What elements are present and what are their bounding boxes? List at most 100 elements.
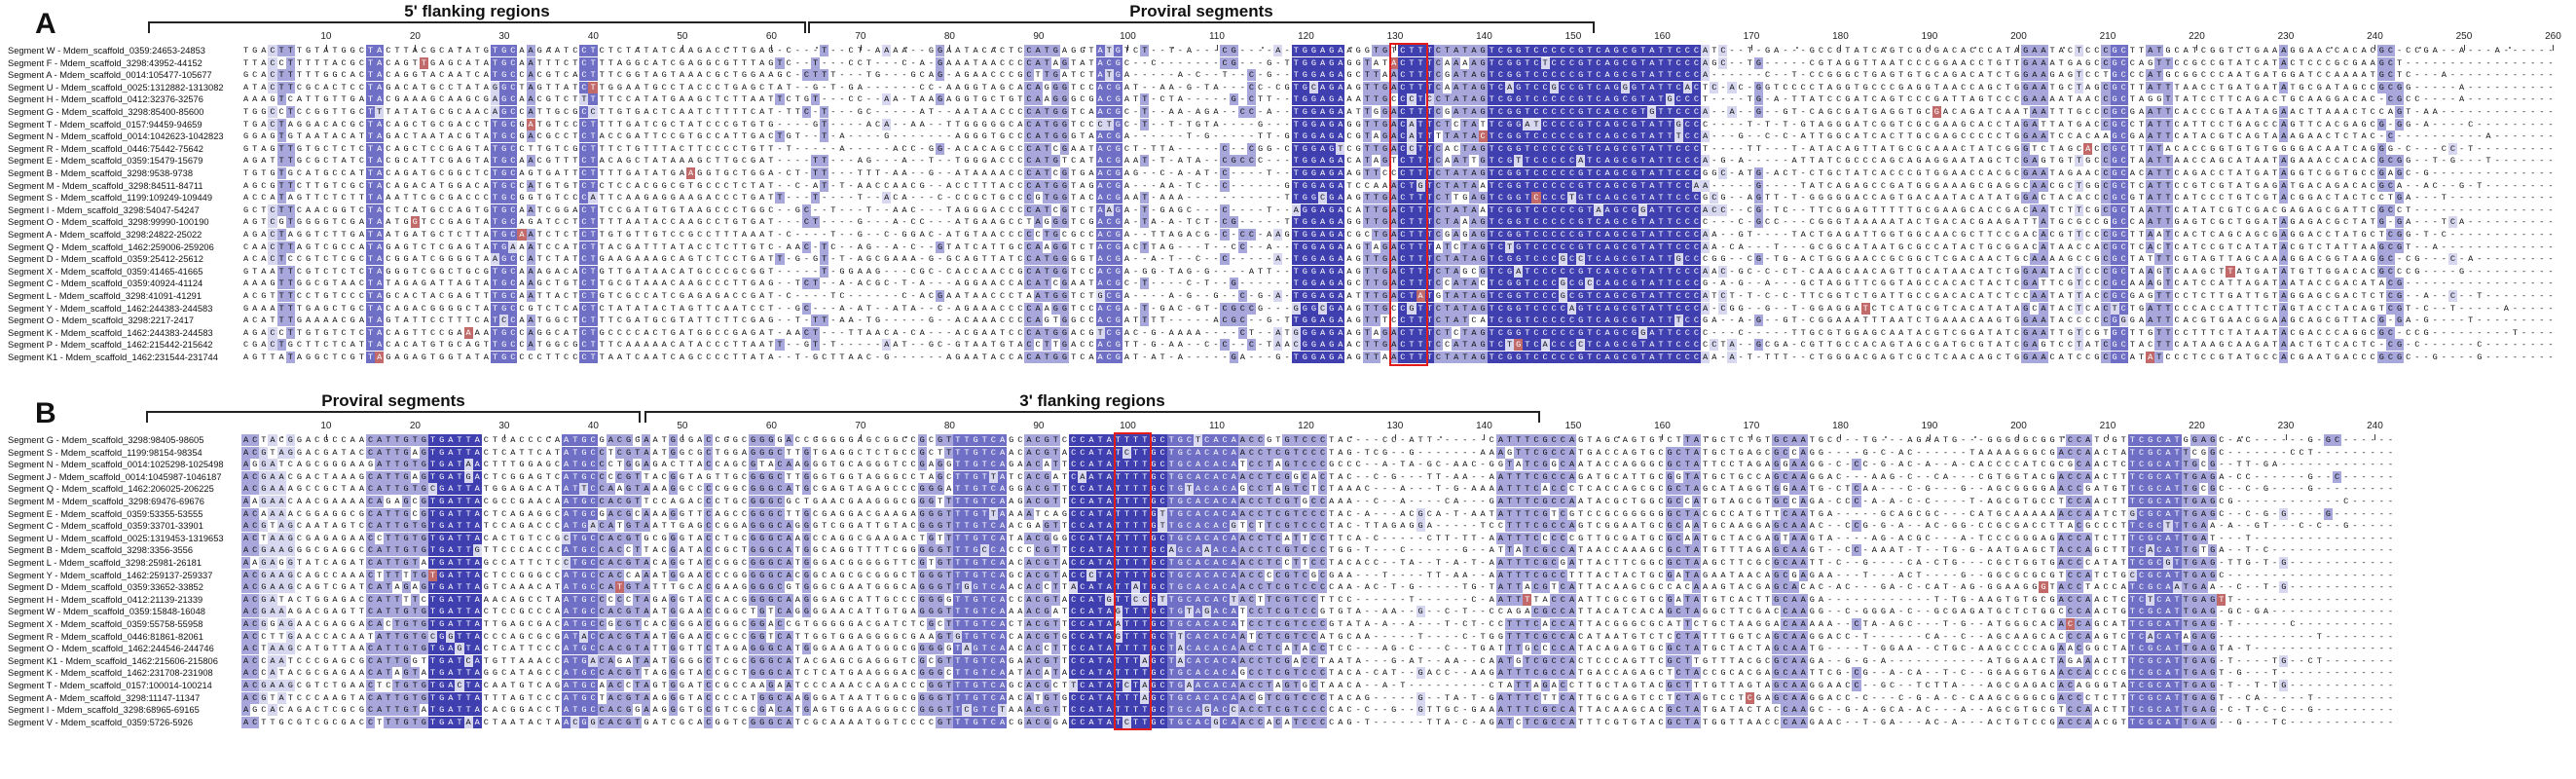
ruler-tick-label: 140 bbox=[1476, 421, 1492, 431]
sequence-label: Segment W - Mdem_scaffold_0359:24653-248… bbox=[8, 46, 205, 56]
ruler-tick-label: 50 bbox=[677, 421, 688, 431]
ruler-tick-mark bbox=[771, 45, 773, 51]
ruler-tick-label: 60 bbox=[765, 421, 777, 431]
sequence-label: Segment A - Mdem_scaffold_3298:11147-113… bbox=[8, 692, 201, 703]
sequence-label: Segment M - Mdem_scaffold_3298:84511-847… bbox=[8, 180, 203, 191]
ruler-tick-mark bbox=[1662, 434, 1664, 440]
ruler-tick-mark bbox=[503, 434, 505, 440]
ruler-half-tick bbox=[1350, 47, 1353, 49]
ruler-half-tick bbox=[1885, 436, 1888, 438]
sequence-label: Segment K - Mdem_scaffold_1462:231708-23… bbox=[8, 668, 213, 679]
ruler-half-tick bbox=[2063, 436, 2066, 438]
ruler-tick-mark bbox=[325, 45, 327, 51]
sequence-label: Segment D - Mdem_scaffold_0359:25412-256… bbox=[8, 254, 203, 265]
ruler-half-tick bbox=[460, 47, 462, 49]
ruler-tick-label: 90 bbox=[1033, 421, 1045, 431]
sequence-label: Segment L - Mdem_scaffold_3298:41091-412… bbox=[8, 291, 202, 301]
ruler-tick-label: 140 bbox=[1476, 31, 1492, 42]
sequence-label: Segment A - Mdem_scaffold_0014:105477-10… bbox=[8, 70, 212, 81]
ruler-tick-label: 170 bbox=[1743, 421, 1760, 431]
sequence-label: Segment K - Mdem_scaffold_1462:244383-24… bbox=[8, 327, 213, 338]
ruler-tick-mark bbox=[1127, 45, 1129, 51]
ruler-tick-label: 40 bbox=[587, 31, 599, 42]
region-bracket-3-flanking bbox=[644, 411, 1540, 423]
sequence-label: Segment C - Mdem_scaffold_0359:33701-339… bbox=[8, 521, 203, 532]
ruler-tick-label: 200 bbox=[2010, 421, 2027, 431]
ruler-half-tick bbox=[1261, 47, 1264, 49]
ruler-half-tick bbox=[1885, 47, 1888, 49]
ruler-half-tick bbox=[638, 47, 641, 49]
ruler-tick-label: 120 bbox=[1298, 31, 1314, 42]
sequence-label: Segment F - Mdem_scaffold_3298:43952-441… bbox=[8, 57, 202, 68]
sequence-label: Segment E - Mdem_scaffold_0359:53355-535… bbox=[8, 508, 203, 519]
ruler-tick-label: 80 bbox=[943, 421, 955, 431]
ruler-tick-mark bbox=[1929, 434, 1931, 440]
panel-letter: B bbox=[35, 397, 56, 429]
ruler-tick-label: 240 bbox=[2367, 31, 2383, 42]
ruler-half-tick bbox=[904, 436, 907, 438]
sequence-label: Segment Y - Mdem_scaffold_1462:244383-24… bbox=[8, 303, 213, 314]
ruler-tick-label: 70 bbox=[855, 421, 866, 431]
ruler-tick-label: 250 bbox=[2455, 31, 2473, 42]
ruler-tick-label: 210 bbox=[2099, 421, 2116, 431]
ruler-tick-mark bbox=[1394, 434, 1396, 440]
region-bracket-5-flanking bbox=[148, 21, 806, 33]
ruler-tick-mark bbox=[949, 45, 951, 51]
ruler-tick-mark bbox=[2463, 45, 2465, 51]
ruler-half-tick bbox=[904, 47, 907, 49]
ruler-half-tick bbox=[548, 47, 551, 49]
ruler-tick-label: 130 bbox=[1386, 31, 1404, 42]
ruler-tick-mark bbox=[860, 434, 862, 440]
ruler-tick-label: 10 bbox=[320, 421, 332, 431]
ruler-tick-mark bbox=[1929, 45, 1931, 51]
ruler-tick-mark bbox=[681, 45, 683, 51]
sequence-label: Segment U - Mdem_scaffold_0025:1312882-1… bbox=[8, 82, 224, 93]
sequence-label: Segment H - Mdem_scaffold_0412:21139-213… bbox=[8, 594, 203, 605]
ruler-tick-label: 110 bbox=[1208, 421, 1225, 431]
region-bracket-proviral bbox=[146, 411, 641, 423]
ruler-tick-label: 70 bbox=[855, 31, 866, 42]
ruler-tick-label: 190 bbox=[1921, 31, 1938, 42]
ruler-tick-label: 180 bbox=[1832, 421, 1849, 431]
ruler-tick-label: 60 bbox=[765, 31, 777, 42]
ruler-tick-label: 220 bbox=[2189, 31, 2205, 42]
ruler-tick-label: 110 bbox=[1208, 31, 1225, 42]
ruler-tick-label: 260 bbox=[2545, 31, 2561, 42]
ruler-half-tick bbox=[726, 436, 729, 438]
sequence-label: Segment E - Mdem_scaffold_0359:15479-156… bbox=[8, 156, 203, 167]
sequence-label: Segment M - Mdem_scaffold_3298:69476-696… bbox=[8, 497, 204, 506]
ruler-tick-label: 30 bbox=[498, 421, 510, 431]
ruler-half-tick bbox=[816, 436, 819, 438]
ruler-tick-label: 20 bbox=[409, 31, 421, 42]
sequence-label: Segment I - Mdem_scaffold_3298:68965-691… bbox=[8, 705, 200, 716]
sequence-label: Segment B - Mdem_scaffold_3298:3356-3556 bbox=[8, 545, 194, 556]
ruler-half-tick bbox=[816, 47, 819, 49]
sequence-label: Segment O - Mdem_scaffold_3298:99990-100… bbox=[8, 217, 209, 228]
sequence-label: Segment O - Mdem_scaffold_3298:2217-2417 bbox=[8, 315, 195, 326]
